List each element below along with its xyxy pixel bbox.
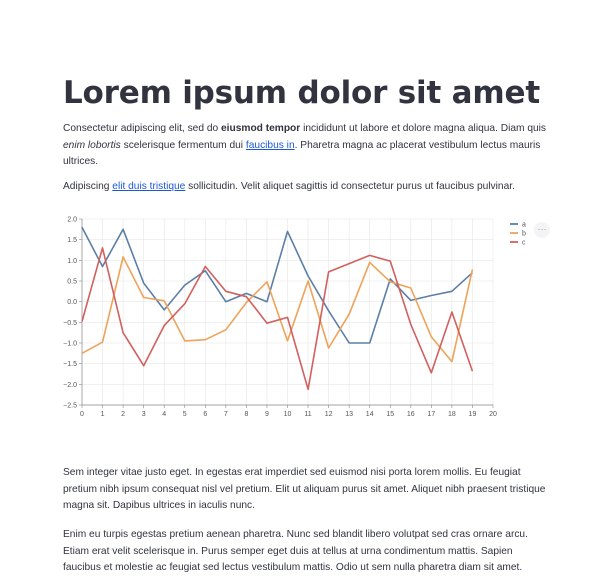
chart-menu-button[interactable]: ··· — [534, 222, 550, 238]
x-tick-label: 2 — [121, 411, 125, 418]
y-tick-label: 2.0 — [67, 217, 77, 224]
line-chart[interactable]: 0 1 2 3 4 5 6 7 8 9 10 11 12 13 14 15 16 17 18 19 20 2.0 1.5 1.… — [63, 211, 547, 421]
y-tick-label: −2.5 — [63, 403, 77, 410]
y-tick-label: 1.5 — [67, 238, 77, 245]
x-tick-label: 10 — [284, 411, 292, 418]
fourth-paragraph: Enim eu turpis egestas pretium aenean ph… — [63, 529, 528, 574]
x-tick-label: 20 — [489, 411, 497, 418]
x-tick-label: 9 — [265, 411, 269, 418]
y-tick-label: −0.5 — [63, 320, 77, 327]
x-tick-label: 7 — [224, 411, 228, 418]
elit-duis-link[interactable]: elit duis tristique — [112, 180, 186, 192]
series-line-c — [81, 247, 474, 391]
faucibus-link[interactable]: faucibus in — [245, 139, 295, 151]
x-tick-label: 17 — [427, 411, 435, 418]
x-tick-label: 6 — [203, 411, 207, 418]
x-tick-label: 13 — [345, 411, 353, 418]
third-paragraph: Sem integer vitae justo eget. In egestas… — [63, 467, 546, 512]
grid-lines — [81, 219, 494, 406]
text-span: Consectetur adipiscing elit, sed do — [63, 123, 221, 134]
legend-label-a: a — [522, 222, 526, 229]
series-line-b — [81, 256, 474, 363]
more-horizontal-icon: ··· — [537, 224, 547, 234]
text-span: . Pharetra magna ac placerat vestibulum … — [63, 139, 541, 168]
series-line-a — [81, 227, 473, 345]
text-span: incididunt ut labore et dolore magna ali… — [300, 123, 547, 134]
y-tick-label: 0.5 — [67, 279, 77, 286]
x-tick-label: 16 — [407, 411, 415, 418]
x-tick-label: 3 — [142, 411, 146, 418]
legend-label-b: b — [522, 231, 526, 238]
main-content: Lorem ipsum dolor sit amet Consectetur a… — [63, 74, 547, 421]
x-tick-label: 0 — [80, 411, 84, 418]
x-tick-label: 8 — [244, 411, 248, 418]
second-paragraph: Adipiscing elit duis tristique sollicitu… — [63, 179, 547, 196]
x-tick-label: 12 — [325, 411, 333, 418]
page-title: Lorem ipsum dolor sit amet — [63, 75, 540, 111]
chart-legend: abc — [510, 222, 526, 247]
italic-text: enim lobortis — [63, 139, 121, 151]
x-tick-label: 1 — [101, 411, 105, 418]
y-tick-label: −2.0 — [63, 382, 77, 389]
bold-text: eiusmod tempor — [221, 123, 301, 134]
x-tick-label: 4 — [162, 411, 166, 418]
text-span: Adipiscing — [63, 180, 113, 192]
intro-paragraph: Consectetur adipiscing elit, sed do eius… — [63, 121, 547, 171]
x-tick-label: 5 — [183, 411, 187, 418]
y-tick-label: −1.0 — [63, 341, 77, 348]
text-span: scelerisque fermentum dui — [120, 139, 246, 151]
x-tick-label: 19 — [469, 411, 477, 418]
y-tick-label: 1.0 — [67, 258, 77, 265]
chart-svg[interactable]: 0 1 2 3 4 5 6 7 8 9 10 11 12 13 14 15 16 17 18 19 202.01.51.… — [63, 211, 547, 426]
text-span: sollicitudin. Velit aliquet sagittis id … — [185, 180, 515, 192]
legend-label-c: c — [522, 240, 526, 247]
y-tick-label: 0.0 — [67, 300, 77, 307]
x-tick-label: 11 — [304, 411, 311, 418]
x-tick-label: 14 — [366, 411, 374, 418]
x-tick-label: 15 — [386, 411, 394, 418]
y-tick-label: −1.5 — [63, 362, 77, 369]
x-tick-label: 18 — [448, 411, 456, 418]
